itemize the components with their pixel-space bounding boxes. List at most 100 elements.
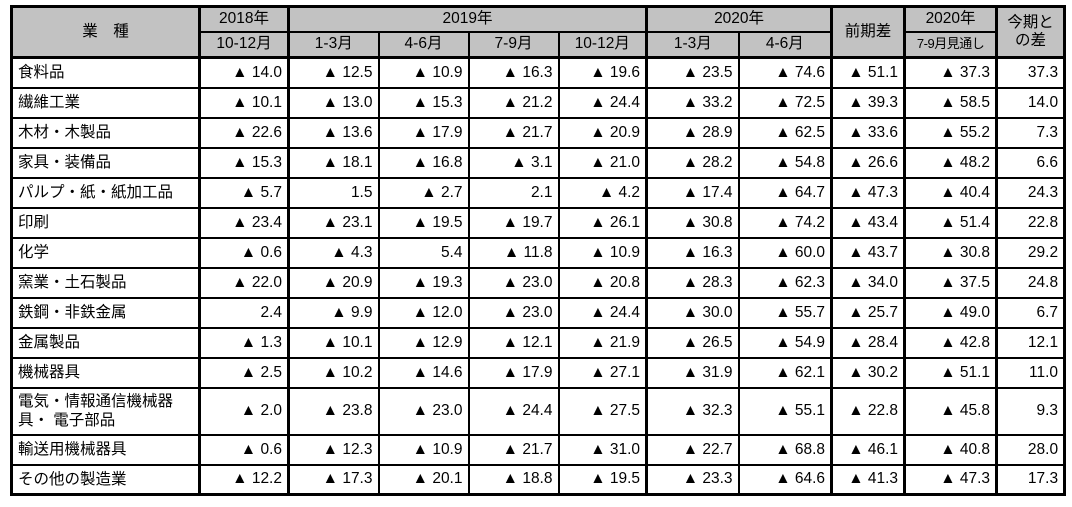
value-cell: ▲ 30.8 — [903, 236, 999, 269]
value-cell: ▲ 21.0 — [557, 146, 649, 179]
value-cell: ▲ 41.3 — [830, 463, 907, 496]
value-cell: ▲ 17.9 — [377, 116, 470, 149]
value-cell: ▲ 62.3 — [737, 266, 834, 299]
value-cell: ▲ 23.8 — [287, 386, 380, 436]
value-cell: ▲ 15.3 — [198, 146, 290, 179]
industry-label: 鉄鋼・非鉄金属 — [10, 296, 201, 329]
col-header-prev-period-diff: 前期差 — [830, 5, 907, 59]
value-cell: 9.3 — [995, 386, 1066, 436]
value-cell: ▲ 72.5 — [737, 86, 834, 119]
value-cell: ▲ 20.8 — [557, 266, 649, 299]
table-row: 繊維工業 ▲ 10.1 ▲ 13.0 ▲ 15.3 ▲ 21.2 ▲ 24.4 ▲ 33.2… — [10, 86, 1066, 119]
value-cell: ▲ 11.8 — [467, 236, 560, 269]
industry-survey-table: 業 種 2018年 2019年 2020年 前期差 2020年 今期と の差 1… — [10, 5, 1067, 496]
value-cell: ▲ 39.3 — [830, 86, 907, 119]
value-cell: ▲ 74.6 — [737, 56, 834, 89]
value-cell: ▲ 74.2 — [737, 206, 834, 239]
value-cell: ▲ 37.3 — [903, 56, 999, 89]
value-cell: ▲ 19.5 — [377, 206, 470, 239]
value-cell: ▲ 24.4 — [557, 86, 649, 119]
value-cell: ▲ 16.8 — [377, 146, 470, 179]
col-header-2019-jan-mar: 1-3月 — [287, 30, 380, 59]
value-cell: ▲ 1.3 — [198, 326, 290, 359]
col-group-2018: 2018年 — [198, 5, 290, 33]
value-cell: ▲ 62.1 — [737, 356, 834, 389]
industry-label: 木材・木製品 — [10, 116, 201, 149]
value-cell: 1.5 — [287, 176, 380, 209]
value-cell: ▲ 49.0 — [903, 296, 999, 329]
value-cell: ▲ 17.4 — [645, 176, 740, 209]
value-cell: ▲ 19.7 — [467, 206, 560, 239]
value-cell: ▲ 9.9 — [287, 296, 380, 329]
value-cell: ▲ 18.8 — [467, 463, 560, 496]
value-cell: ▲ 17.9 — [467, 356, 560, 389]
industry-label: 輸送用機械器具 — [10, 433, 201, 466]
value-cell: ▲ 62.5 — [737, 116, 834, 149]
value-cell: ▲ 16.3 — [645, 236, 740, 269]
value-cell: ▲ 45.8 — [903, 386, 999, 436]
value-cell: ▲ 10.9 — [377, 433, 470, 466]
value-cell: ▲ 21.7 — [467, 116, 560, 149]
value-cell: ▲ 22.8 — [830, 386, 907, 436]
industry-label: その他の製造業 — [10, 463, 201, 496]
value-cell: ▲ 28.4 — [830, 326, 907, 359]
value-cell: ▲ 12.3 — [287, 433, 380, 466]
value-cell: ▲ 26.6 — [830, 146, 907, 179]
table-row: 機械器具 ▲ 2.5 ▲ 10.2 ▲ 14.6 ▲ 17.9 ▲ 27.1 ▲ 31.9 ▲… — [10, 356, 1066, 389]
value-cell: ▲ 13.6 — [287, 116, 380, 149]
value-cell: ▲ 2.0 — [198, 386, 290, 436]
value-cell: ▲ 43.4 — [830, 206, 907, 239]
value-cell: ▲ 33.2 — [645, 86, 740, 119]
value-cell: ▲ 24.4 — [557, 296, 649, 329]
value-cell: ▲ 51.1 — [903, 356, 999, 389]
value-cell: ▲ 23.4 — [198, 206, 290, 239]
table-row: 電気・情報通信機械器 具・ 電子部品 ▲ 2.0 ▲ 23.8 ▲ 23.0 ▲ 24.… — [10, 386, 1066, 436]
value-cell: ▲ 34.0 — [830, 266, 907, 299]
value-cell: ▲ 2.5 — [198, 356, 290, 389]
col-header-2020-apr-jun: 4-6月 — [737, 30, 834, 59]
value-cell: ▲ 12.2 — [198, 463, 290, 496]
value-cell: ▲ 21.2 — [467, 86, 560, 119]
value-cell: ▲ 2.7 — [377, 176, 470, 209]
table-row: 家具・装備品 ▲ 15.3 ▲ 18.1 ▲ 16.8 ▲ 3.1 ▲ 21.0 ▲ 28.… — [10, 146, 1066, 179]
value-cell: ▲ 22.0 — [198, 266, 290, 299]
table-header: 業 種 2018年 2019年 2020年 前期差 2020年 今期と の差 1… — [10, 5, 1066, 59]
value-cell: ▲ 32.3 — [645, 386, 740, 436]
value-cell: ▲ 40.8 — [903, 433, 999, 466]
value-cell: ▲ 55.7 — [737, 296, 834, 329]
value-cell: 28.0 — [995, 433, 1066, 466]
value-cell: ▲ 3.1 — [467, 146, 560, 179]
value-cell: ▲ 19.6 — [557, 56, 649, 89]
value-cell: 17.3 — [995, 463, 1066, 496]
industry-label: 窯業・土石製品 — [10, 266, 201, 299]
header-quarter-row: 10-12月 1-3月 4-6月 7-9月 10-12月 1-3月 4-6月 7… — [12, 30, 1065, 59]
value-cell: ▲ 5.7 — [198, 176, 290, 209]
value-cell: ▲ 51.4 — [903, 206, 999, 239]
value-cell: ▲ 30.8 — [645, 206, 740, 239]
value-cell: ▲ 21.7 — [467, 433, 560, 466]
value-cell: ▲ 30.0 — [645, 296, 740, 329]
value-cell: ▲ 4.2 — [557, 176, 649, 209]
value-cell: ▲ 20.9 — [287, 266, 380, 299]
value-cell: 11.0 — [995, 356, 1066, 389]
value-cell: ▲ 15.3 — [377, 86, 470, 119]
col-header-2020-jan-mar: 1-3月 — [645, 30, 740, 59]
industry-label: 機械器具 — [10, 356, 201, 389]
value-cell: 12.1 — [995, 326, 1066, 359]
value-cell: ▲ 14.0 — [198, 56, 290, 89]
value-cell: ▲ 54.9 — [737, 326, 834, 359]
value-cell: ▲ 12.5 — [287, 56, 380, 89]
col-group-2019: 2019年 — [287, 5, 649, 33]
value-cell: ▲ 10.9 — [557, 236, 649, 269]
value-cell: ▲ 17.3 — [287, 463, 380, 496]
col-group-2020-outlook: 2020年 — [903, 5, 999, 33]
value-cell: ▲ 18.1 — [287, 146, 380, 179]
value-cell: ▲ 28.9 — [645, 116, 740, 149]
value-cell: ▲ 46.1 — [830, 433, 907, 466]
value-cell: ▲ 64.7 — [737, 176, 834, 209]
value-cell: 2.1 — [467, 176, 560, 209]
value-cell: ▲ 40.4 — [903, 176, 999, 209]
value-cell: ▲ 12.1 — [467, 326, 560, 359]
table-row: 窯業・土石製品 ▲ 22.0 ▲ 20.9 ▲ 19.3 ▲ 23.0 ▲ 20.8 ▲ 2… — [10, 266, 1066, 299]
value-cell: ▲ 4.3 — [287, 236, 380, 269]
